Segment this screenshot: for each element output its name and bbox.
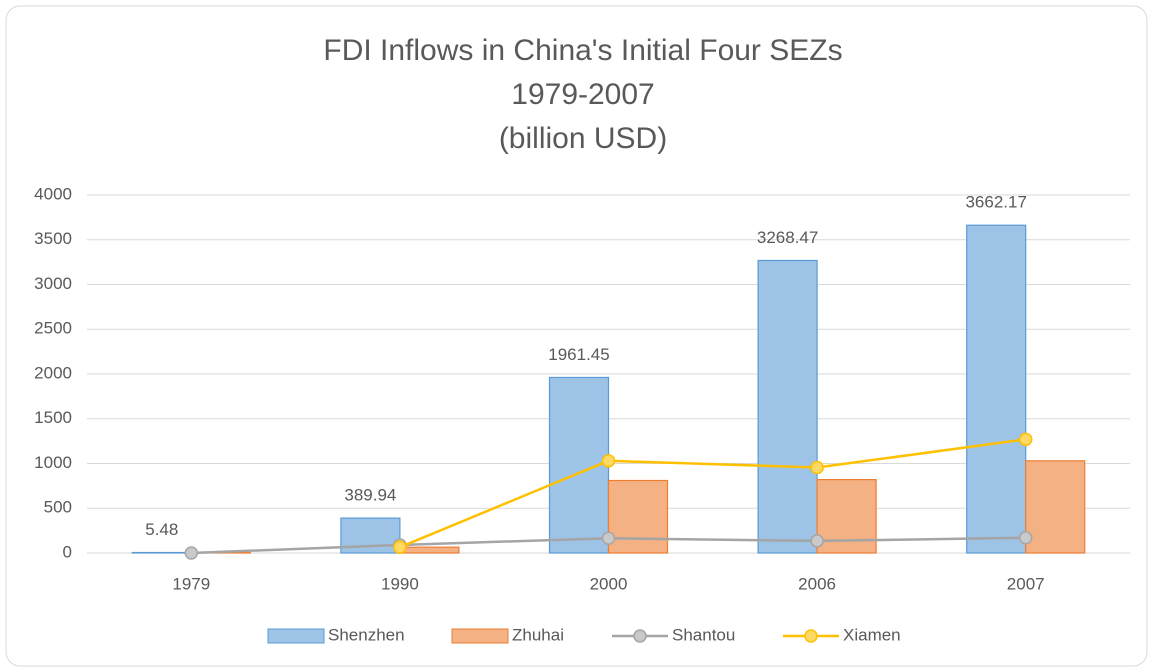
chart-subtitle: 1979-2007 [511, 78, 654, 111]
y-tick-label: 0 [63, 542, 72, 561]
legend-label: Zhuhai [512, 625, 564, 644]
y-tick-label: 3500 [34, 229, 72, 248]
y-tick-label: 4000 [34, 184, 72, 203]
x-tick-label: 1990 [381, 574, 419, 593]
legend-swatch [267, 628, 325, 644]
data-label: 3662.17 [965, 193, 1026, 212]
bar [607, 479, 669, 554]
marker [601, 454, 616, 468]
chart-subtitle: (billion USD) [499, 122, 667, 155]
x-tick-label: 2000 [590, 574, 628, 593]
x-tick-label: 2007 [1007, 574, 1045, 593]
chart-title: FDI Inflows in China's Initial Four SEZs [323, 34, 842, 67]
marker [1018, 531, 1033, 545]
marker [1018, 432, 1033, 447]
bar [1025, 460, 1086, 554]
marker [601, 531, 616, 545]
legend-label: Xiamen [843, 625, 901, 644]
marker [184, 546, 199, 560]
bar [399, 546, 460, 554]
data-label: 5.48 [145, 520, 178, 539]
y-tick-label: 1500 [34, 408, 72, 427]
bar [757, 259, 818, 554]
y-tick-label: 2500 [34, 319, 72, 338]
line [399, 438, 1026, 549]
legend-label: Shenzhen [328, 625, 405, 644]
y-tick-label: 1000 [34, 453, 72, 472]
marker [810, 534, 824, 548]
y-tick-label: 500 [44, 498, 72, 517]
x-tick-label: 2006 [798, 574, 836, 593]
legend-label: Shantou [672, 625, 735, 644]
legend-swatch [804, 629, 818, 643]
data-label: 3268.47 [757, 228, 818, 247]
data-label: 1961.45 [548, 345, 609, 364]
data-label: 389.94 [344, 486, 396, 505]
x-tick-label: 1979 [172, 574, 210, 593]
legend-swatch [451, 628, 509, 644]
marker [393, 540, 407, 554]
y-tick-label: 3000 [34, 274, 72, 293]
marker [810, 460, 824, 475]
bar [966, 224, 1027, 554]
y-tick-label: 2000 [34, 363, 72, 382]
legend-swatch [633, 629, 647, 643]
